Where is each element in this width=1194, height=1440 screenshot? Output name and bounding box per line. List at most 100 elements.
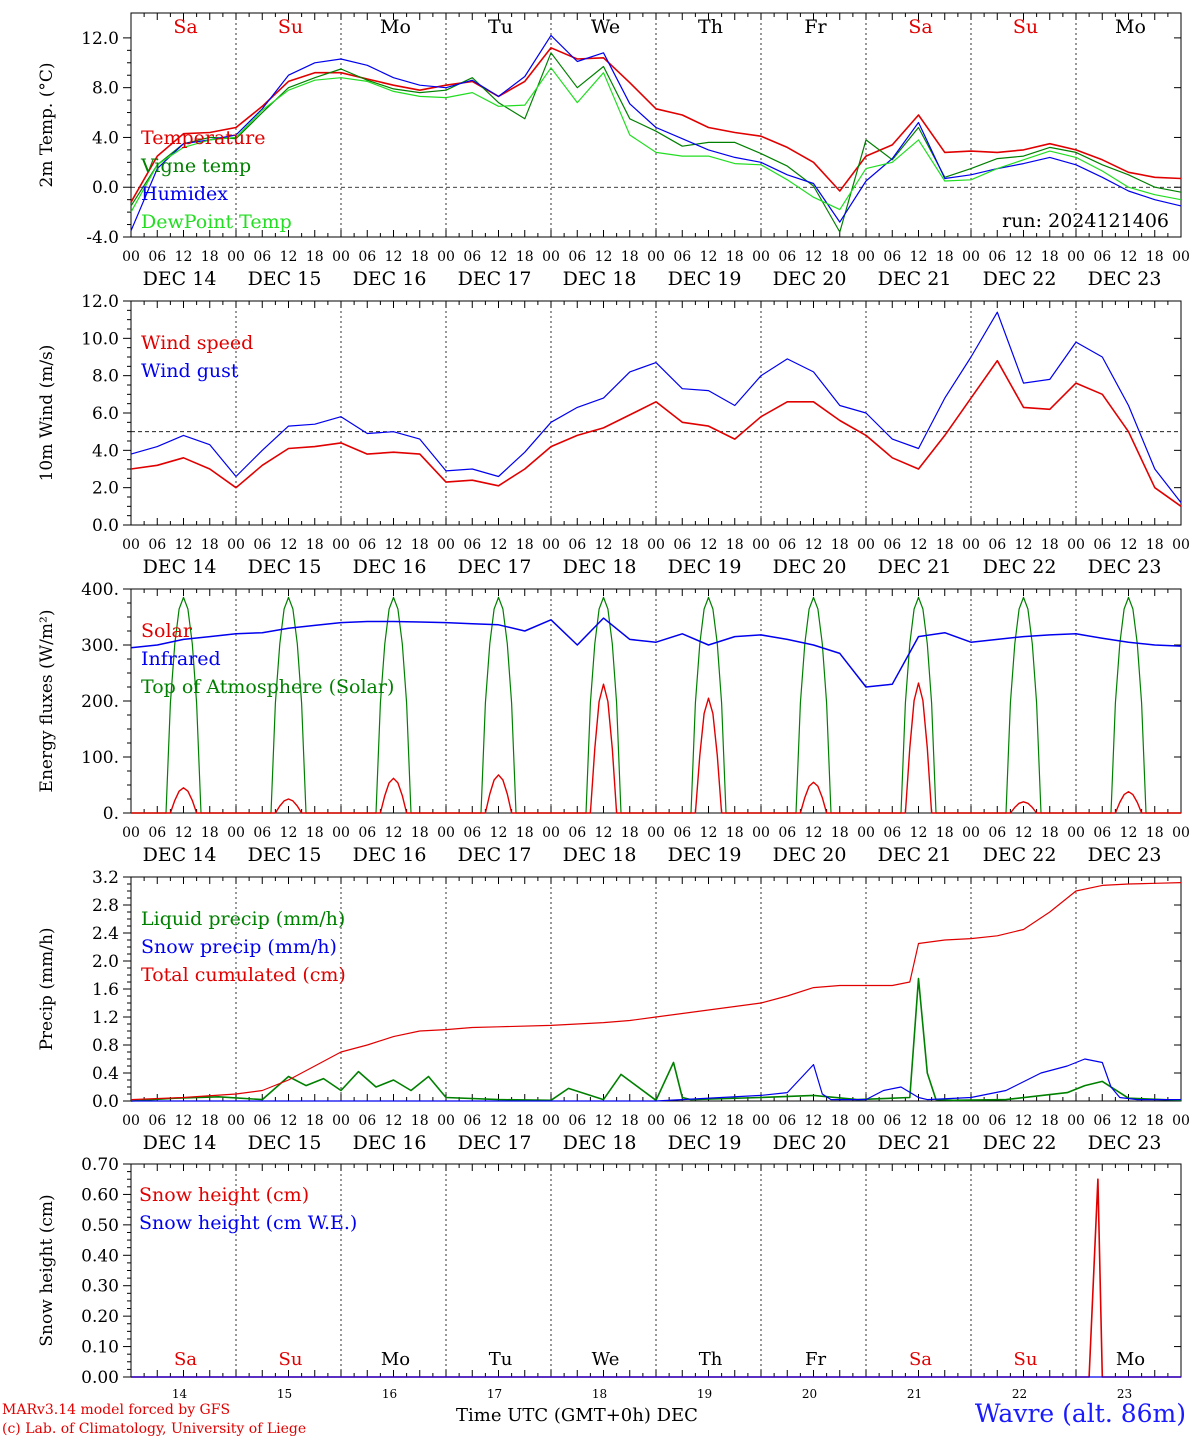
series-line-3 <box>130 67 1182 213</box>
series-line-1 <box>130 311 1182 503</box>
hour-tick-label: 12 <box>595 825 613 841</box>
date-label: DEC 17 <box>458 1132 532 1154</box>
hour-tick-label: 18 <box>411 537 429 553</box>
hour-tick-label: 18 <box>516 249 534 265</box>
hour-tick-label: 12 <box>910 249 928 265</box>
hour-tick-label: 12 <box>1120 537 1138 553</box>
y-tick-label: 300. <box>81 636 119 656</box>
y-tick-label: 1.2 <box>92 1008 119 1028</box>
hour-tick-label: 00 <box>647 249 665 265</box>
day-number-label: 17 <box>487 1387 502 1401</box>
hour-tick-label: 00 <box>857 537 875 553</box>
hour-tick-label: 12 <box>700 825 718 841</box>
hour-tick-label: 12 <box>1015 249 1033 265</box>
hour-tick-label: 00 <box>227 1113 245 1129</box>
station-name: Wavre (alt. 86m) <box>974 1399 1186 1428</box>
hour-tick-label: 06 <box>253 537 271 553</box>
hour-tick-label: 18 <box>1041 825 1059 841</box>
hour-tick-label: 12 <box>280 249 298 265</box>
hour-tick-label: 12 <box>700 537 718 553</box>
y-tick-label: 6.0 <box>92 404 119 424</box>
date-label: DEC 17 <box>458 268 532 290</box>
hour-tick-label: 06 <box>988 825 1006 841</box>
hour-tick-label: 12 <box>175 537 193 553</box>
y-tick-label: 2.0 <box>92 479 119 499</box>
model-credit: MARv3.14 model forced by GFS <box>2 1402 231 1418</box>
hour-tick-label: 18 <box>621 1113 639 1129</box>
series-line-0 <box>131 1178 1181 1378</box>
hour-tick-label: 06 <box>673 537 691 553</box>
hour-tick-label: 18 <box>1146 537 1164 553</box>
date-label: DEC 16 <box>353 1132 427 1154</box>
legend-label: DewPoint Temp <box>141 211 292 233</box>
hour-tick-label: 06 <box>358 537 376 553</box>
hour-tick-label: 12 <box>595 537 613 553</box>
hour-tick-label: 12 <box>490 537 508 553</box>
hour-tick-label: 18 <box>936 537 954 553</box>
legend-label: Humidex <box>141 183 228 205</box>
date-label: DEC 21 <box>878 1132 952 1154</box>
date-label: DEC 15 <box>248 844 322 866</box>
hour-tick-label: 00 <box>647 825 665 841</box>
weekday-label: We <box>592 1349 620 1370</box>
hour-tick-label: 18 <box>201 249 219 265</box>
y-tick-label: 0.0 <box>92 178 119 198</box>
y-tick-label: 0.8 <box>92 1036 119 1056</box>
hour-tick-label: 00 <box>542 537 560 553</box>
hour-tick-label: 06 <box>568 1113 586 1129</box>
hour-tick-label: 12 <box>700 1113 718 1129</box>
hour-tick-label: 12 <box>175 825 193 841</box>
hour-tick-label: 12 <box>385 537 403 553</box>
y-tick-label: 3.2 <box>92 868 119 888</box>
date-label: DEC 17 <box>458 844 532 866</box>
hour-tick-label: 00 <box>647 537 665 553</box>
hour-tick-label: 00 <box>752 1113 770 1129</box>
weekday-label: Th <box>699 1349 723 1370</box>
hour-tick-label: 00 <box>1172 249 1190 265</box>
hour-tick-label: 00 <box>1067 249 1085 265</box>
legend-label: Wind speed <box>141 332 253 354</box>
time-axis-caption: Time UTC (GMT+0h) DEC <box>456 1405 698 1426</box>
hour-tick-label: 00 <box>752 537 770 553</box>
date-label: DEC 22 <box>983 268 1057 290</box>
series-line-0 <box>130 47 1182 203</box>
hour-tick-label: 06 <box>568 537 586 553</box>
hour-tick-label: 18 <box>831 1113 849 1129</box>
hour-tick-label: 00 <box>542 825 560 841</box>
hour-tick-label: 06 <box>673 1113 691 1129</box>
hour-tick-label: 12 <box>1015 537 1033 553</box>
hour-tick-label: 06 <box>883 537 901 553</box>
hour-tick-label: 18 <box>306 249 324 265</box>
hour-tick-label: 18 <box>831 825 849 841</box>
hour-tick-label: 18 <box>726 825 744 841</box>
hour-tick-label: 00 <box>962 537 980 553</box>
hour-tick-label: 06 <box>463 825 481 841</box>
y-tick-label: 0.50 <box>81 1216 119 1236</box>
date-label: DEC 16 <box>353 268 427 290</box>
hour-tick-label: 12 <box>805 825 823 841</box>
hour-tick-label: 06 <box>253 1113 271 1129</box>
date-label: DEC 15 <box>248 1132 322 1154</box>
date-label: DEC 16 <box>353 556 427 578</box>
weekday-label: Th <box>698 16 723 38</box>
hour-tick-label: 00 <box>1172 825 1190 841</box>
hour-tick-label: 12 <box>385 825 403 841</box>
date-label: DEC 17 <box>458 556 532 578</box>
hour-tick-label: 18 <box>1041 249 1059 265</box>
date-label: DEC 20 <box>773 1132 847 1154</box>
date-label: DEC 23 <box>1088 556 1162 578</box>
hour-tick-label: 18 <box>936 1113 954 1129</box>
hour-tick-label: 12 <box>1120 1113 1138 1129</box>
hour-tick-label: 06 <box>988 1113 1006 1129</box>
date-label: DEC 19 <box>668 1132 742 1154</box>
hour-tick-label: 12 <box>805 249 823 265</box>
y-tick-label: 10.0 <box>81 329 119 349</box>
hour-tick-label: 06 <box>778 249 796 265</box>
hour-tick-label: 00 <box>962 825 980 841</box>
weekday-label: Mo <box>380 16 411 38</box>
hour-tick-label: 00 <box>752 249 770 265</box>
hour-tick-label: 18 <box>516 537 534 553</box>
weekday-label: Tu <box>489 1349 513 1370</box>
y-tick-label: 1.6 <box>92 980 119 1000</box>
